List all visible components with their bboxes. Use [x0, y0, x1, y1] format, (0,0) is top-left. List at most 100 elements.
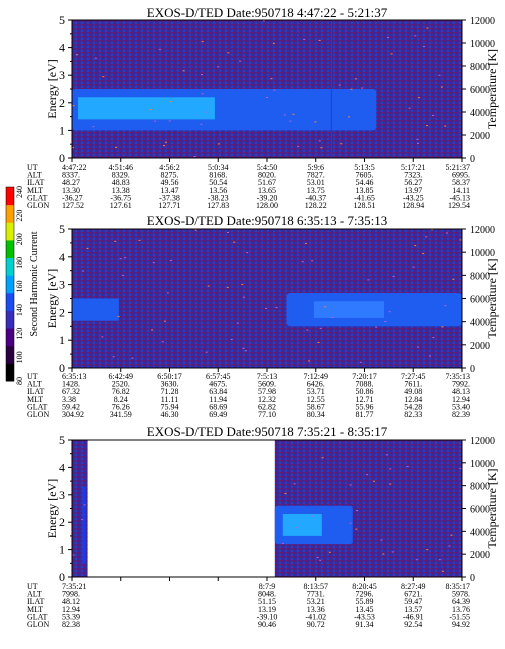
aux-cell: 54.46	[356, 178, 374, 187]
aux-cell: 7:12:49	[304, 372, 328, 381]
data-gap	[87, 440, 275, 577]
y-tick-label: 1	[59, 333, 65, 347]
aux-cell: -43.25	[403, 193, 424, 202]
y-right-tick-label: 2000	[470, 341, 490, 352]
energy-band-core	[78, 97, 215, 120]
colorbar-segment	[6, 187, 14, 206]
aux-cell: 76.26	[112, 402, 130, 411]
aux-row-label: UT	[27, 582, 38, 591]
speckle	[151, 329, 154, 331]
y-right-axis-label: Temperature [K]	[485, 468, 499, 548]
aux-row-label: GLON	[27, 201, 49, 210]
speckle	[233, 241, 236, 243]
aux-cell: 82.33	[404, 410, 422, 419]
speckle	[431, 229, 434, 231]
aux-row-label: UT	[27, 163, 38, 172]
speckle	[317, 341, 320, 343]
speckle	[169, 100, 172, 102]
speckle	[72, 554, 75, 556]
colorbar-segment	[6, 275, 14, 294]
y-tick-label: 4	[59, 460, 65, 474]
speckle	[152, 262, 155, 264]
aux-cell: 6:57:45	[206, 372, 230, 381]
speckle	[206, 111, 209, 113]
y-tick-label: 4	[59, 250, 65, 264]
aux-cell: -43.53	[354, 612, 375, 621]
speckle	[414, 245, 417, 247]
aux-cell: 7827.	[307, 171, 325, 180]
y-tick-label: 3	[59, 68, 65, 82]
aux-row-label: GLAT	[27, 612, 48, 621]
speckle	[102, 76, 105, 78]
panel-title: EXOS-D/TED Date:950718 7:35:21 - 8:35:17	[147, 424, 388, 439]
y-right-axis-label: Temperature [K]	[485, 49, 499, 129]
speckle	[450, 534, 453, 536]
speckle	[319, 327, 322, 329]
aux-cell: 3.38	[62, 395, 76, 404]
aux-cell: 4:47:22	[62, 163, 86, 172]
aux-cell: 127.83	[207, 201, 229, 210]
speckle	[306, 329, 309, 331]
aux-cell: 55.96	[356, 402, 374, 411]
speckle	[459, 239, 462, 241]
aux-row-label: MLT	[27, 605, 43, 614]
speckle	[275, 307, 278, 309]
aux-cell: -39.10	[257, 612, 278, 621]
aux-cell: 7088.	[356, 380, 374, 389]
speckle	[115, 146, 118, 148]
aux-cell: 90.46	[258, 620, 276, 629]
speckle	[200, 123, 203, 125]
aux-cell: 46.30	[161, 410, 179, 419]
aux-cell: 7:20:17	[352, 372, 376, 381]
speckle	[391, 551, 394, 553]
speckle	[239, 60, 242, 62]
speckle	[384, 320, 387, 322]
speckle	[372, 480, 375, 482]
aux-cell: -38.23	[208, 193, 229, 202]
aux-cell: 13.38	[112, 186, 130, 195]
speckle	[416, 346, 419, 348]
aux-cell: 8:35:17	[446, 582, 470, 591]
speckle	[350, 88, 353, 90]
aux-cell: 7731.	[307, 590, 325, 599]
speckle	[117, 316, 120, 318]
speckle	[270, 78, 273, 80]
speckle	[422, 253, 425, 255]
speckle	[354, 78, 357, 80]
speckle	[289, 120, 292, 122]
aux-cell: 64.39	[452, 597, 470, 606]
speckle	[217, 143, 220, 145]
speckle	[138, 239, 141, 241]
speckle	[162, 145, 165, 147]
aux-cell: 341.59	[110, 410, 132, 419]
colorbar-segment	[6, 292, 14, 311]
y-right-tick-label: 0	[470, 364, 475, 375]
aux-cell: 8:27:49	[401, 582, 425, 591]
aux-cell: 128.51	[354, 201, 376, 210]
aux-cell: 7611.	[404, 380, 422, 389]
y-right-tick-label: 6000	[470, 85, 490, 96]
speckle	[311, 515, 314, 517]
aux-cell: 13.65	[258, 186, 276, 195]
speckle	[164, 141, 167, 143]
aux-row-label: ILAT	[27, 597, 44, 606]
speckle	[319, 559, 322, 561]
speckle	[415, 559, 418, 561]
aux-cell: 48.12	[62, 597, 80, 606]
speckle	[444, 305, 447, 307]
colorbar-tick-label: 80	[15, 377, 24, 385]
speckle	[182, 70, 185, 72]
aux-cell: -39.20	[257, 193, 278, 202]
aux-cell: -41.02	[305, 612, 326, 621]
speckle	[76, 54, 79, 56]
aux-cell: 56.27	[404, 178, 422, 187]
y-tick-label: 0	[59, 570, 65, 584]
speckle	[426, 125, 429, 127]
speckle	[205, 351, 208, 353]
speckle	[81, 519, 84, 521]
speckle	[441, 326, 444, 328]
aux-cell: 13.36	[307, 605, 325, 614]
aux-cell: 50.54	[209, 178, 227, 187]
aux-cell: 8:13:57	[304, 582, 328, 591]
